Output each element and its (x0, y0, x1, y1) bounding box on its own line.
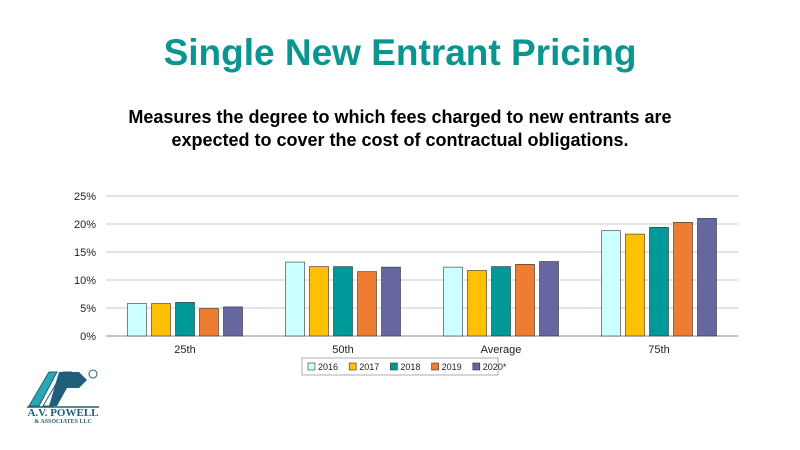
legend-label: 2018 (400, 362, 420, 372)
bar-2019-average (515, 264, 535, 337)
legend-swatch (307, 362, 316, 371)
legend: 2016 2017 2018 2019 2020* (301, 357, 507, 376)
legend-swatch (348, 362, 357, 371)
bar-2016-75th (601, 230, 621, 337)
y-tick-label: 5% (80, 303, 96, 315)
bar-2017-75th (625, 233, 645, 337)
bar-2017-25th (151, 303, 171, 337)
legend-swatch (472, 362, 481, 371)
x-tick-label: Average (481, 344, 522, 356)
bar-2019-75th (673, 222, 693, 337)
y-tick-label: 0% (80, 331, 96, 343)
bars (127, 218, 717, 337)
subtitle: Measures the degree to which fees charge… (60, 106, 740, 152)
bar-2018-75th (649, 227, 669, 337)
bar-2016-25th (127, 303, 147, 337)
y-tick-label: 20% (74, 219, 96, 231)
x-tick-label: 75th (648, 344, 669, 356)
subtitle-line-2: expected to cover the cost of contractua… (171, 130, 629, 150)
bar-2016-average (443, 266, 463, 337)
legend-label: 2017 (359, 362, 379, 372)
bar-2020-25th (223, 306, 243, 337)
page-title: Single New Entrant Pricing (163, 32, 637, 73)
bar-2017-average (467, 270, 487, 337)
subtitle-line-1: Measures the degree to which fees charge… (128, 107, 672, 127)
legend-label: 2019 (442, 362, 462, 372)
legend-box (301, 357, 499, 376)
bar-2017-50th (309, 266, 329, 337)
legend-label: 2020* (483, 362, 507, 372)
bar-2016-50th (285, 261, 305, 337)
bar-2020-50th (381, 266, 401, 337)
y-tick-label: 25% (74, 191, 96, 203)
y-tick-label: 15% (74, 247, 96, 259)
bar-2020-average (539, 261, 559, 337)
legend-label: 2016 (318, 362, 338, 372)
avp-logo (27, 369, 99, 408)
bar-2019-25th (199, 308, 219, 337)
bar-2018-average (491, 266, 511, 337)
legend-swatch (390, 362, 398, 371)
logo-subname: & ASSOCIATES LLC (34, 419, 92, 425)
bar-2018-25th (175, 302, 195, 337)
x-tick-label: 25th (174, 344, 195, 356)
logo-name: A.V. POWELL (27, 407, 99, 419)
bar-2019-50th (357, 271, 377, 337)
bar-2018-50th (333, 266, 353, 337)
legend-swatch (431, 362, 439, 371)
bar-2020-75th (697, 218, 717, 337)
x-tick-label: 50th (332, 344, 353, 356)
x-axis: 25th 50th Average 75th (174, 344, 669, 356)
y-axis-ticks: 0% 5% 10% 15% 20% 25% (74, 191, 96, 343)
y-tick-label: 10% (74, 275, 96, 287)
